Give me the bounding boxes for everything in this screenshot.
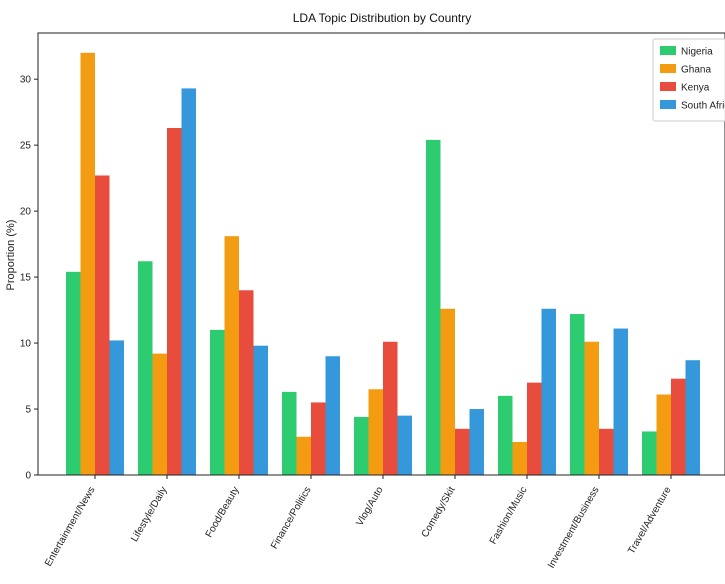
x-tick-label: Travel/Adventure	[626, 485, 674, 557]
bar-nigeria	[642, 431, 657, 475]
chart-title: LDA Topic Distribution by Country	[293, 11, 472, 25]
x-tick-label: Entertainment/News	[43, 485, 98, 568]
bar-kenya	[95, 175, 110, 475]
bar-south-africa	[181, 88, 196, 476]
bar-nigeria	[282, 391, 297, 475]
bar-ghana	[80, 52, 95, 475]
bar-nigeria	[138, 261, 153, 475]
y-axis-label: Proportion (%)	[5, 220, 17, 291]
bar-nigeria	[66, 271, 81, 475]
bar-south-africa	[541, 308, 556, 475]
bar-south-africa	[253, 345, 268, 475]
x-tick-label: Lifestyle/Daily	[129, 485, 169, 544]
bar-kenya	[167, 127, 182, 476]
legend-label: Nigeria	[681, 47, 713, 58]
y-tick-label: 10	[20, 339, 32, 350]
bar-nigeria	[498, 395, 513, 475]
y-tick-label: 30	[20, 75, 32, 86]
y-tick-label: 20	[20, 207, 32, 218]
bar-kenya	[527, 382, 542, 475]
bar-ghana	[512, 442, 527, 475]
bar-nigeria	[426, 139, 441, 475]
y-tick-label: 0	[25, 471, 31, 482]
bar-nigeria	[354, 416, 369, 475]
x-tick-label: Investment/Business	[546, 485, 602, 570]
bar-kenya	[455, 428, 470, 475]
bar-ghana	[584, 341, 599, 475]
bar-south-africa	[469, 409, 484, 475]
x-tick-label: Finance/Politics	[269, 485, 314, 551]
x-tick-label: Fashion/Music	[488, 485, 530, 546]
y-tick-label: 15	[20, 273, 32, 284]
bar-south-africa	[397, 415, 412, 475]
legend-label: Ghana	[681, 65, 711, 76]
bar-nigeria	[210, 329, 225, 475]
legend-swatch	[660, 100, 676, 109]
bar-south-africa	[685, 360, 700, 475]
legend: Nigeria Ghana Kenya South Africa	[652, 38, 725, 122]
bar-ghana	[440, 308, 455, 475]
bar-south-africa	[109, 340, 124, 475]
bar-kenya	[239, 290, 254, 475]
bar-ghana	[152, 353, 167, 475]
bar-ghana	[656, 394, 671, 475]
legend-swatch	[660, 82, 676, 91]
legend-label: Kenya	[681, 83, 710, 94]
legend-swatch	[660, 64, 676, 73]
y-tick-label: 25	[20, 141, 32, 152]
bar-kenya	[671, 378, 686, 475]
plot-frame	[37, 32, 725, 476]
bar-ghana	[296, 436, 311, 475]
bar-kenya	[311, 402, 326, 475]
bar-ghana	[224, 236, 239, 475]
bar-kenya	[383, 341, 398, 475]
bar-kenya	[599, 428, 614, 475]
x-tick-label: Vlog/Auto	[354, 485, 385, 528]
y-tick-label: 5	[25, 405, 31, 416]
bar-ghana	[368, 389, 383, 475]
bar-south-africa	[325, 356, 340, 475]
bar-nigeria	[570, 314, 585, 475]
x-tick-label: Food/Beauty	[204, 485, 242, 540]
x-tick-label: Comedy/Skit	[420, 485, 458, 540]
bar-south-africa	[613, 328, 628, 475]
plot-area: 0 5 10 15 20 25 30 Entertainment/News Lifestyle/…	[20, 52, 700, 570]
legend-swatch	[660, 46, 676, 55]
legend-label: South Africa	[681, 101, 725, 112]
